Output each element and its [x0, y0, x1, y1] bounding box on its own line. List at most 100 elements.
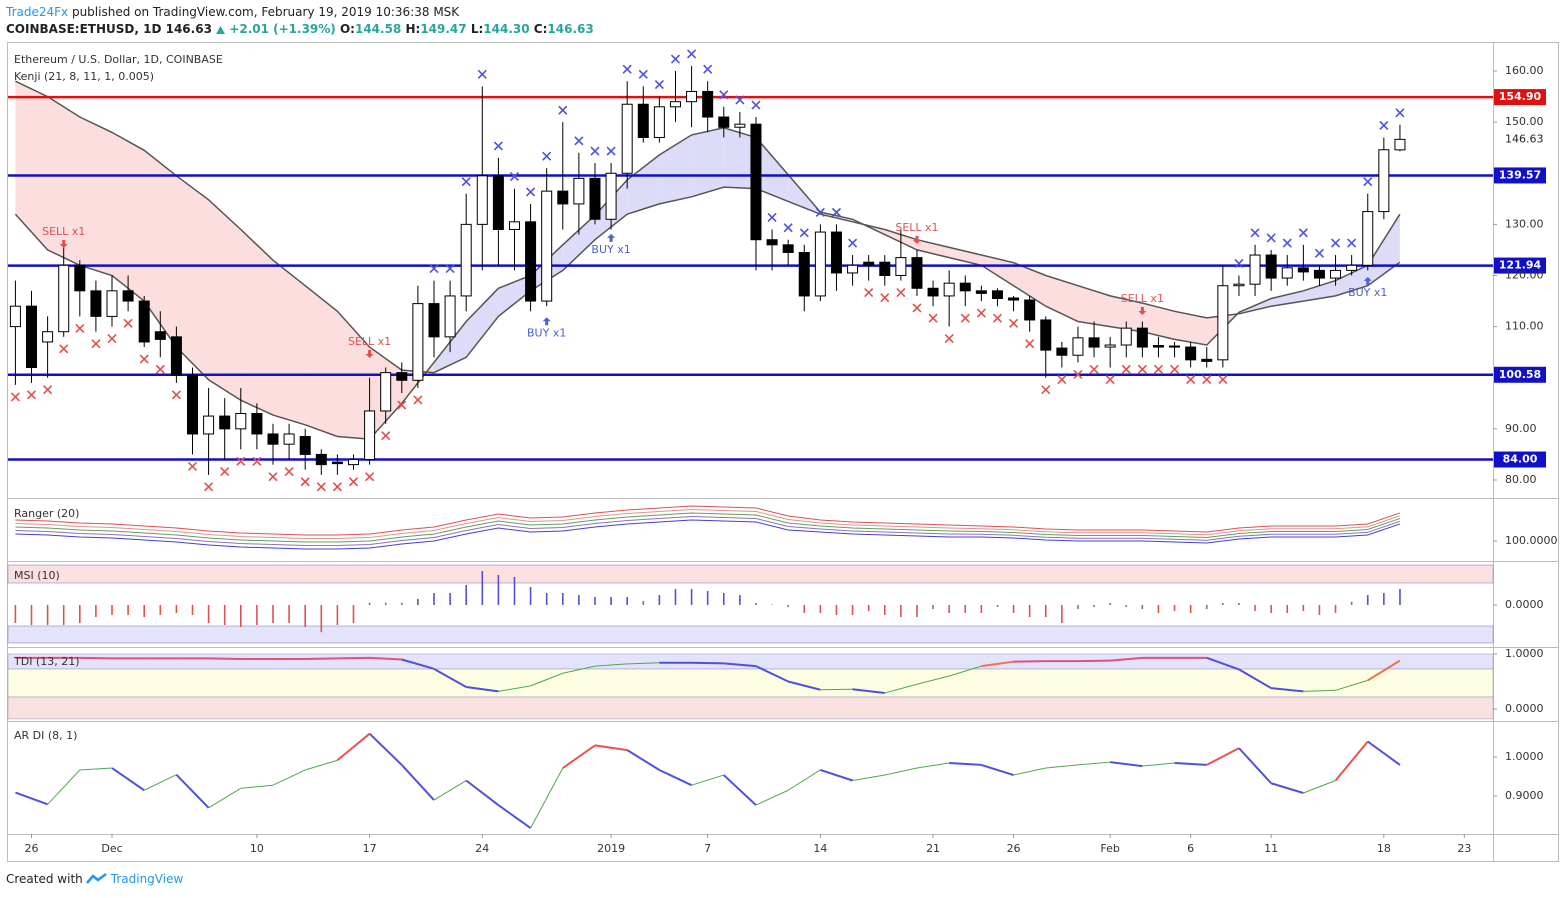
signal-label: BUY x1 — [591, 243, 630, 256]
candle-body — [1249, 254, 1261, 285]
candle-body — [895, 257, 907, 276]
candle-body — [170, 336, 182, 376]
overlay-fill — [240, 229, 273, 416]
candle-body — [235, 413, 247, 430]
candle-body — [1104, 344, 1116, 348]
signal-cross — [123, 318, 133, 328]
signal-cross — [10, 392, 20, 402]
signal-cross — [992, 313, 1003, 323]
y-tick-label: 1.0000 — [1505, 750, 1544, 763]
x-tick-label: 26 — [1007, 842, 1021, 855]
band — [7, 564, 1494, 584]
candle-body — [364, 410, 376, 461]
signal-cross — [1266, 233, 1276, 243]
indicator-segment — [852, 774, 885, 782]
chart: 26 Dec 10 17 24 2019 7 14 21 26 Feb 6 11 18 23 154.90 13… — [7, 42, 1559, 862]
indicator-segment — [1206, 747, 1240, 766]
ohlc-label: H: — [405, 22, 421, 36]
signal-cross — [799, 228, 809, 238]
signal-cross — [477, 69, 487, 79]
indicator-segment — [949, 761, 982, 766]
signal-cross — [155, 364, 165, 374]
candle-body — [203, 415, 215, 435]
signal-cross — [703, 64, 713, 74]
signal-cross — [1008, 318, 1019, 328]
level-label: 121.94 — [1499, 259, 1542, 272]
indicator-segment — [1174, 761, 1207, 766]
signal-cross — [59, 344, 69, 354]
overlay-fill — [208, 199, 241, 401]
signal-cross — [445, 264, 455, 274]
up-arrow — [216, 26, 226, 34]
signal-cross — [1395, 108, 1405, 118]
ranger-line — [15, 519, 1401, 550]
signal-cross — [107, 334, 117, 344]
pane-title: TDI (13, 21) — [13, 655, 80, 668]
y-tick-label: 80.00 — [1505, 473, 1537, 486]
x-tick-label: 24 — [475, 842, 489, 855]
candle-body — [766, 239, 778, 246]
ohlc-value: 146.63 — [547, 22, 594, 36]
signal-cross — [1234, 258, 1244, 269]
signal-cross — [1363, 177, 1373, 187]
signal-cross — [252, 456, 262, 466]
x-tick-label: 18 — [1377, 842, 1391, 855]
signal-cross — [1073, 369, 1083, 379]
author[interactable]: Trade24Fx — [6, 5, 69, 19]
candle-body — [122, 290, 134, 302]
header-line: COINBASE:ETHUSD, 1D 146.63 +2.01 (+1.39%… — [6, 21, 594, 38]
indicator-segment — [175, 773, 210, 809]
ohlc-label: C: — [533, 22, 548, 36]
x-tick-label: 10 — [250, 842, 264, 855]
candle-body — [943, 282, 955, 297]
candle-body — [74, 264, 86, 292]
indicator-segment — [916, 762, 950, 769]
y-tick-label: 0.0000 — [1505, 702, 1544, 715]
y-tick-label: 1.0000 — [1505, 647, 1544, 660]
signal-cross — [1202, 374, 1212, 385]
overlay-fill — [47, 96, 80, 266]
signal-label: SELL x1 — [895, 221, 938, 234]
indicator-segment — [755, 789, 789, 806]
candle-body — [347, 459, 359, 466]
candle-body — [1024, 299, 1036, 321]
signal-cross — [220, 466, 230, 477]
signal-arrow — [912, 235, 921, 244]
x-tick-label: 23 — [1457, 842, 1471, 855]
candle-body — [991, 290, 1003, 299]
signal-cross — [1379, 120, 1389, 131]
indicator-segment — [723, 662, 757, 668]
brand[interactable]: TradingView — [110, 872, 184, 886]
candle-body — [798, 251, 810, 297]
signal-cross — [381, 431, 391, 441]
indicator-segment — [949, 665, 982, 677]
indicator-segment — [1013, 660, 1046, 663]
signal-cross — [43, 385, 53, 395]
signal-cross — [928, 313, 938, 323]
indicator-segment — [1142, 762, 1175, 767]
signal-arrow — [1363, 276, 1372, 285]
signal-label: BUY x1 — [1348, 286, 1387, 299]
overlay-fill — [273, 260, 306, 425]
overlay-fill — [723, 127, 756, 189]
indicator-segment — [1238, 747, 1272, 784]
indicator-segment — [787, 680, 821, 691]
candle-body — [444, 295, 456, 338]
footer: Created with TradingView — [6, 872, 183, 886]
signal-cross — [284, 466, 294, 477]
candle-body — [267, 433, 279, 445]
created-with: Created with — [6, 872, 83, 886]
signal-cross — [1282, 238, 1292, 248]
band — [7, 668, 1494, 698]
signal-cross — [1121, 364, 1131, 374]
signal-label: BUY x1 — [527, 326, 566, 339]
signal-cross — [735, 95, 745, 105]
candle-body — [1136, 327, 1148, 348]
ohlc-value: 144.30 — [483, 22, 530, 36]
level-label: 154.90 — [1499, 90, 1542, 103]
indicator-segment — [498, 685, 531, 692]
candle-body — [637, 103, 649, 138]
signal-cross — [638, 69, 648, 79]
indicator-segment — [433, 780, 467, 801]
